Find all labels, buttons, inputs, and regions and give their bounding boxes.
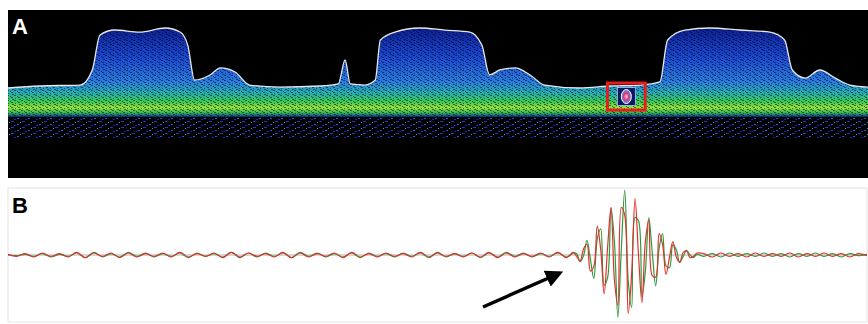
event-background: [617, 88, 635, 106]
zero-line: [8, 255, 867, 256]
plot-area: [8, 190, 867, 317]
reverse-flow-speckle: [8, 117, 868, 139]
panel-background: [8, 10, 868, 178]
spectrum-texture: [8, 28, 868, 117]
signal-trace: [8, 199, 867, 314]
plot-frame: [8, 188, 867, 322]
envelope-line: [8, 28, 868, 88]
signal-trace: [8, 190, 867, 317]
highlight-box: [607, 83, 645, 110]
panel-label: A: [12, 14, 28, 39]
spectrum-fill: [8, 28, 868, 117]
figure: AB: [0, 0, 868, 324]
panel-label: B: [12, 193, 28, 218]
plot-area: [8, 28, 868, 139]
embolic-signal: [621, 90, 631, 104]
arrow: [483, 273, 560, 307]
